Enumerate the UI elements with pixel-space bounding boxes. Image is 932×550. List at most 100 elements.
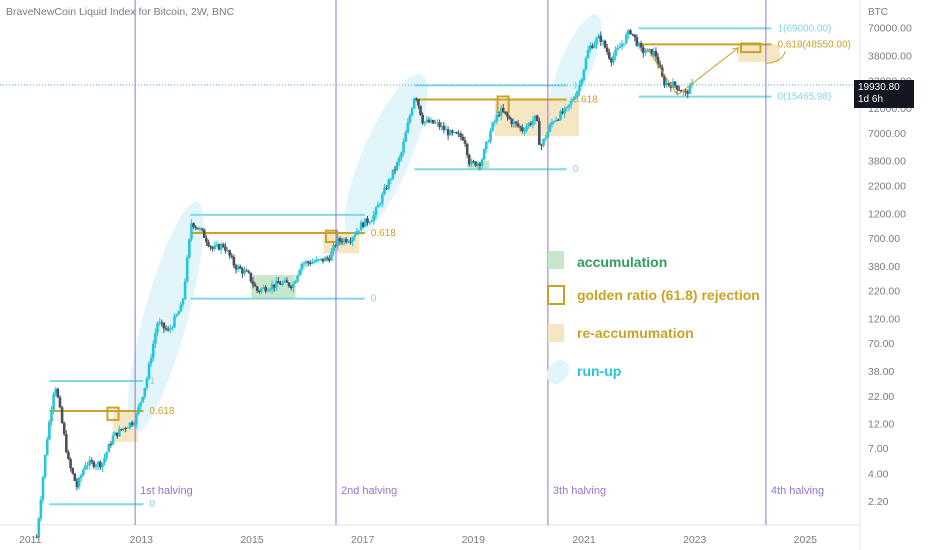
candle-body [39,499,43,519]
chart-title: BraveNewCoin Liquid Index for Bitcoin, 2… [6,6,235,18]
candle-body [207,242,210,247]
y-tick-label: 12.00 [868,419,894,431]
candle-body [631,33,634,35]
candle-body [198,228,202,230]
candle-body [665,82,668,86]
candle-body [188,239,191,258]
y-tick-label: 22.00 [868,391,894,403]
candle-body [308,262,312,265]
candle-body [283,280,287,283]
candle-body [317,259,321,261]
candle-body [300,264,304,271]
bar-countdown: 1d 6h [858,94,884,105]
candle-body [512,121,516,125]
candle-body [266,290,270,292]
candle-body [185,257,189,282]
candle-body [610,58,613,63]
candle-body [489,130,492,142]
candle-body [470,161,473,165]
candle-body [270,284,274,290]
fib-label: 1 [149,376,155,387]
candle-body [245,270,248,272]
x-tick-label: 2019 [462,534,486,546]
candle-body [506,113,509,117]
candle-body [574,96,577,99]
candle-body [682,90,685,92]
candle-body [446,129,450,136]
y-tick-label: 220.00 [868,286,900,298]
candle-body [319,258,323,260]
candle-body [569,100,573,105]
candle-body [145,378,149,388]
candle-body [359,222,363,231]
candle-body [533,115,537,121]
candle-body [94,465,98,468]
candle-body [330,251,333,261]
runup-ellipse-2 [344,73,428,240]
candle-body [302,263,306,265]
candle-body [465,143,469,156]
candle-body [323,257,327,262]
candle-body [84,465,87,470]
x-tick-label: 2023 [683,534,707,546]
candle-body [550,121,554,125]
halving-label-1: 1st halving [140,485,193,497]
y-tick-label: 120.00 [868,313,900,325]
candle-body [217,244,221,250]
y-tick-label: 38.00 [868,366,894,378]
candle-body [400,152,403,158]
candle-body [232,256,236,266]
candle-body [313,261,316,263]
candle-body [54,388,58,394]
candle-body [230,255,234,257]
candle-body [149,357,153,364]
candle-body [147,363,151,379]
candle-body [353,234,357,238]
candle-body [251,281,255,285]
x-tick-label: 2011 [19,534,42,546]
legend-runup-label: run-up [577,363,621,379]
candle-body [92,461,96,468]
candle-body [548,124,552,132]
candle-body [421,114,424,124]
candle-body [582,69,586,80]
candle-body [601,40,605,42]
candle-body [381,194,384,204]
candle-body [423,121,427,124]
candle-body [126,427,130,429]
candle-body [325,257,329,259]
candle-body [349,241,352,243]
candle-body [434,122,437,124]
golden-rejection-box-4 [740,42,762,54]
candle-body [557,119,560,121]
candle-body [113,432,117,436]
candle-body [680,90,683,92]
candle-body [361,222,365,227]
candle-body [234,265,238,270]
x-tick-label: 2015 [240,534,264,546]
candle-body [546,131,550,138]
fib-label: 0.618 [371,228,396,239]
candle-body [298,270,301,276]
candle-body [650,49,654,56]
legend-golden-swatch [547,285,565,305]
y-tick-label: 2200.00 [868,181,906,193]
y-tick-label: 2.20 [868,496,889,508]
candle-body [637,43,641,46]
candle-body [427,119,431,123]
projection-arrowhead [732,47,739,54]
candle-body [508,116,511,119]
candle-body [109,444,113,446]
y-tick-label: 1200.00 [868,208,906,220]
last-price-tag: 19930.80 1d 6h [854,80,914,108]
candle-body [495,115,499,122]
candle-body [684,90,687,92]
candle-body [472,161,475,163]
candle-body [247,271,251,273]
candle-body [635,37,639,46]
candle-body [656,56,660,65]
candle-body [463,140,467,144]
legend-runup-swatch [546,359,570,385]
